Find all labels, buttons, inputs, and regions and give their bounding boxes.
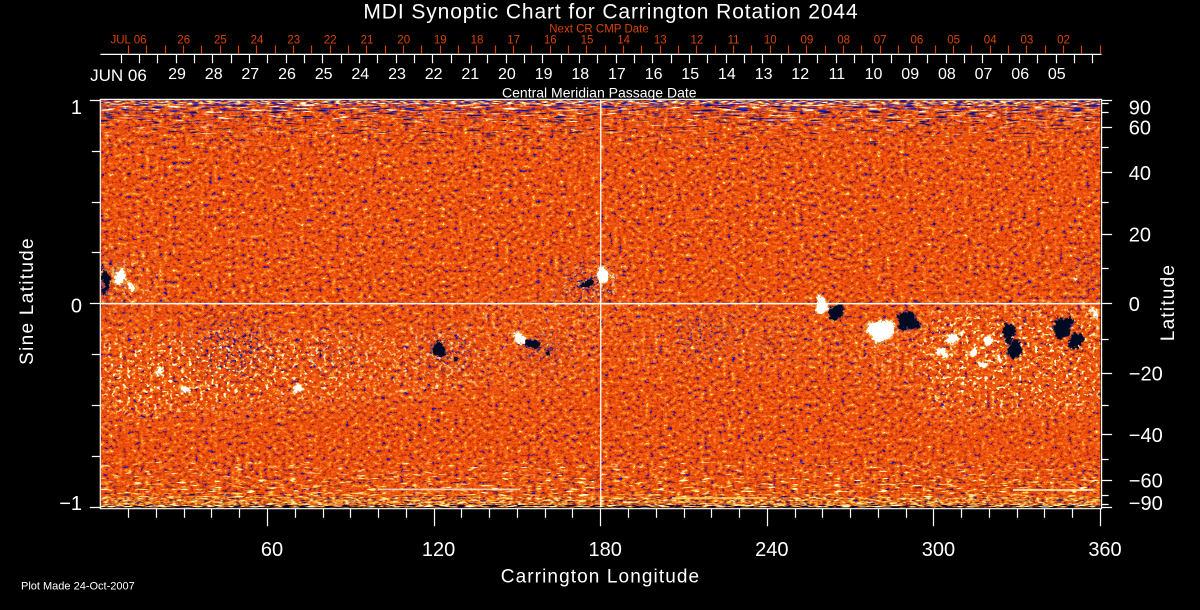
svg-text:−60: −60 [1129, 470, 1163, 492]
svg-text:02: 02 [1057, 35, 1070, 47]
svg-text:11: 11 [829, 66, 846, 83]
svg-text:07: 07 [874, 35, 887, 47]
svg-text:Sine Latitude: Sine Latitude [17, 237, 38, 365]
svg-text:24: 24 [251, 35, 264, 47]
svg-text:10: 10 [865, 66, 883, 83]
svg-text:17: 17 [507, 35, 520, 47]
svg-text:22: 22 [425, 66, 443, 83]
svg-text:22: 22 [324, 35, 337, 47]
svg-text:06: 06 [911, 35, 924, 47]
svg-text:25: 25 [214, 35, 227, 47]
svg-text:12: 12 [691, 35, 704, 47]
svg-text:15: 15 [581, 35, 594, 47]
svg-text:0: 0 [71, 296, 82, 318]
svg-text:19: 19 [535, 66, 553, 83]
svg-text:20: 20 [498, 66, 516, 83]
svg-text:Carrington Longitude: Carrington Longitude [501, 567, 700, 588]
svg-text:90: 90 [1129, 97, 1151, 119]
svg-text:16: 16 [544, 35, 557, 47]
svg-text:Next CR CMP Date: Next CR CMP Date [549, 24, 648, 36]
svg-text:Latitude: Latitude [1158, 264, 1179, 341]
svg-text:−20: −20 [1129, 364, 1163, 386]
svg-text:180: 180 [589, 539, 622, 561]
svg-text:27: 27 [241, 66, 259, 83]
svg-text:24: 24 [351, 66, 369, 83]
svg-text:1: 1 [71, 97, 82, 119]
svg-text:60: 60 [261, 539, 283, 561]
svg-text:10: 10 [764, 35, 777, 47]
svg-text:40: 40 [1129, 163, 1151, 185]
svg-text:07: 07 [975, 66, 993, 83]
svg-text:MDI Synoptic Chart for Carring: MDI Synoptic Chart for Carrington Rotati… [363, 1, 858, 24]
svg-text:23: 23 [388, 66, 406, 83]
svg-text:09: 09 [901, 66, 919, 83]
svg-text:17: 17 [608, 66, 626, 83]
svg-text:60: 60 [1129, 118, 1151, 140]
svg-text:26: 26 [177, 35, 190, 47]
svg-text:21: 21 [361, 35, 374, 47]
svg-text:13: 13 [755, 66, 773, 83]
svg-text:18: 18 [471, 35, 484, 47]
svg-text:29: 29 [168, 66, 186, 83]
svg-text:20: 20 [1129, 224, 1151, 246]
svg-text:09: 09 [801, 35, 814, 47]
svg-text:Central Meridian Passage Date: Central Meridian Passage Date [502, 85, 697, 101]
svg-text:20: 20 [397, 35, 410, 47]
svg-text:26: 26 [278, 66, 296, 83]
svg-text:05: 05 [1048, 66, 1066, 83]
svg-text:120: 120 [422, 539, 455, 561]
svg-text:300: 300 [922, 539, 955, 561]
svg-text:19: 19 [434, 35, 447, 47]
svg-text:−90: −90 [1129, 493, 1163, 515]
svg-text:18: 18 [571, 66, 589, 83]
svg-text:11: 11 [728, 35, 740, 47]
svg-text:08: 08 [837, 35, 850, 47]
svg-text:05: 05 [947, 35, 960, 47]
svg-text:28: 28 [205, 66, 223, 83]
svg-text:03: 03 [1021, 35, 1034, 47]
svg-text:240: 240 [755, 539, 788, 561]
svg-text:06: 06 [1011, 66, 1029, 83]
svg-text:14: 14 [617, 35, 630, 47]
svg-text:Plot Made 24-Oct-2007: Plot Made 24-Oct-2007 [21, 581, 135, 593]
svg-text:JUL 06: JUL 06 [110, 35, 146, 47]
svg-text:−1: −1 [59, 493, 82, 515]
svg-text:0: 0 [1129, 294, 1140, 316]
svg-text:21: 21 [461, 66, 479, 83]
svg-text:08: 08 [938, 66, 956, 83]
svg-text:23: 23 [287, 35, 300, 47]
svg-text:25: 25 [315, 66, 333, 83]
svg-text:14: 14 [718, 66, 736, 83]
svg-text:12: 12 [791, 66, 809, 83]
svg-text:JUN 06: JUN 06 [90, 66, 147, 85]
svg-text:16: 16 [645, 66, 663, 83]
svg-text:04: 04 [984, 35, 997, 47]
svg-text:15: 15 [681, 66, 699, 83]
svg-text:13: 13 [654, 35, 667, 47]
svg-text:−40: −40 [1129, 425, 1163, 447]
svg-text:360: 360 [1088, 539, 1121, 561]
